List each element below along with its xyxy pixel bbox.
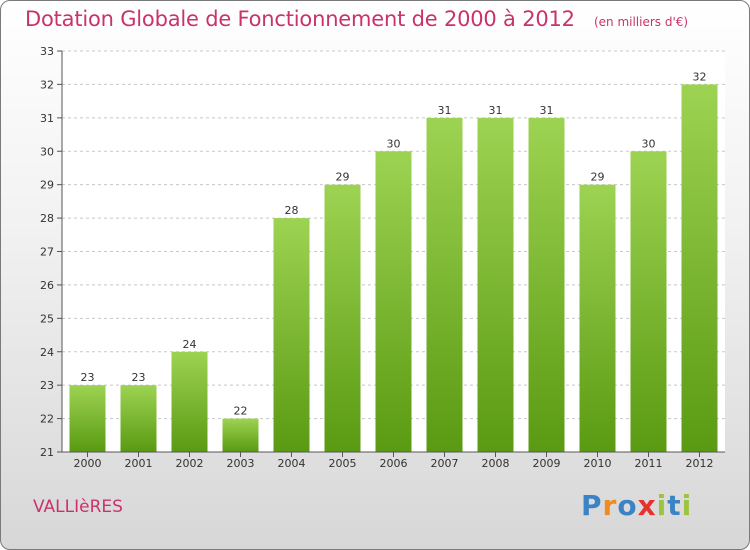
x-tick-label-2012: 2012 — [686, 457, 714, 470]
bar-2002 — [171, 351, 208, 452]
bar-2001 — [120, 385, 157, 452]
chart-title: Dotation Globale de Fonctionnement de 20… — [25, 7, 575, 31]
y-tick-label: 25 — [40, 312, 54, 325]
y-tick-label: 28 — [40, 212, 54, 225]
x-tick-label-2006: 2006 — [380, 457, 408, 470]
y-tick-label: 21 — [40, 446, 54, 459]
y-tick-label: 29 — [40, 179, 54, 192]
logo-letter: x — [637, 489, 657, 522]
x-tick-label-2005: 2005 — [329, 457, 357, 470]
x-tick-label-2001: 2001 — [125, 457, 153, 470]
logo-letter: P — [581, 489, 603, 522]
bar-2006 — [375, 151, 412, 452]
bar-2005 — [324, 184, 361, 452]
logo-letter: i — [656, 489, 668, 522]
bar-2010 — [579, 184, 616, 452]
bar-2011 — [630, 151, 667, 452]
proxiti-logo[interactable]: Proxiti — [581, 489, 692, 522]
logo-letter: o — [617, 489, 638, 522]
x-tick-label-2010: 2010 — [584, 457, 612, 470]
data-label-2007: 31 — [438, 104, 452, 117]
y-tick-label: 30 — [40, 145, 54, 158]
title-block: Dotation Globale de Fonctionnement de 20… — [25, 7, 688, 31]
data-label-2003: 22 — [234, 405, 248, 418]
logo-letter: i — [681, 489, 693, 522]
bar-2000 — [69, 385, 106, 452]
x-tick-label-2011: 2011 — [635, 457, 663, 470]
data-label-2008: 31 — [489, 104, 503, 117]
x-tick-label-2002: 2002 — [176, 457, 204, 470]
y-tick-label: 23 — [40, 379, 54, 392]
data-label-2009: 31 — [540, 104, 554, 117]
bar-2004 — [273, 218, 310, 452]
x-tick-label-2004: 2004 — [278, 457, 306, 470]
x-tick-label-2009: 2009 — [533, 457, 561, 470]
y-tick-label: 33 — [40, 45, 54, 58]
commune-name: VALLIèRES — [33, 497, 123, 517]
x-tick-label-2000: 2000 — [74, 457, 102, 470]
x-axis: 2000 2001 2002 2003 2004 2005 2006 2007 2008 2009… — [62, 451, 725, 470]
y-tick-label: 22 — [40, 413, 54, 426]
bar-2003 — [222, 418, 259, 452]
bar-2007 — [426, 117, 463, 452]
data-label-2010: 29 — [591, 171, 605, 184]
y-tick-label: 27 — [40, 246, 54, 259]
chart-subtitle: (en milliers d'€) — [593, 15, 689, 29]
logo-letter: r — [602, 489, 618, 522]
data-label-2012: 32 — [693, 70, 707, 83]
bar-2012 — [681, 84, 718, 453]
y-tick-label: 32 — [40, 78, 54, 91]
y-tick-label: 31 — [40, 112, 54, 125]
data-label-2004: 28 — [285, 204, 299, 217]
bar-2009 — [528, 117, 565, 452]
x-tick-label-2008: 2008 — [482, 457, 510, 470]
data-label-2005: 29 — [336, 171, 350, 184]
data-label-2001: 23 — [132, 371, 146, 384]
y-tick-label: 26 — [40, 279, 54, 292]
x-tick-label-2003: 2003 — [227, 457, 255, 470]
x-tick-label-2007: 2007 — [431, 457, 459, 470]
bars: 23 23 24 22 28 29 30 31 31 31 29 30 32 — [69, 70, 718, 453]
data-label-2006: 30 — [387, 137, 401, 150]
data-label-2002: 24 — [183, 338, 197, 351]
y-tick-label: 24 — [40, 346, 54, 359]
logo-letter: t — [667, 489, 682, 522]
y-axis: 21 22 23 24 25 26 27 28 29 30 31 32 33 — [40, 45, 63, 459]
data-label-2000: 23 — [81, 371, 95, 384]
data-label-2011: 30 — [642, 137, 656, 150]
bar-2008 — [477, 117, 514, 452]
